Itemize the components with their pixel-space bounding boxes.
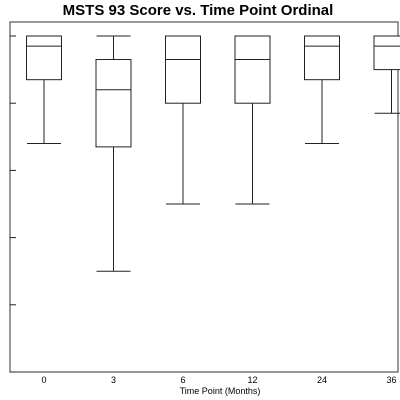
chart-marks [10, 35, 400, 373]
box-group-0 [26, 35, 62, 145]
x-tick-label: 24 [317, 375, 327, 385]
box-group-24 [304, 35, 340, 145]
iqr-box [373, 35, 400, 71]
iqr-box [26, 35, 62, 81]
iqr-box [304, 35, 340, 81]
box-group-6 [165, 35, 201, 205]
chart-title: MSTS 93 Score vs. Time Point Ordinal [63, 2, 334, 19]
box-group-36 [373, 35, 400, 114]
x-axis-label: Time Point (Months) [180, 386, 261, 396]
x-tick-label: 12 [247, 375, 257, 385]
box-group-12 [234, 35, 271, 205]
iqr-box [234, 35, 271, 104]
x-tick-label: 36 [386, 375, 396, 385]
x-tick-labels: 0 3 6 12 24 36 [41, 375, 396, 385]
iqr-box [165, 35, 201, 104]
x-tick-label: 0 [41, 375, 46, 385]
iqr-box [95, 59, 132, 148]
box-group-3 [95, 35, 132, 272]
x-tick-label: 3 [111, 375, 116, 385]
plot-frame [9, 21, 399, 373]
x-tick-label: 6 [180, 375, 185, 385]
